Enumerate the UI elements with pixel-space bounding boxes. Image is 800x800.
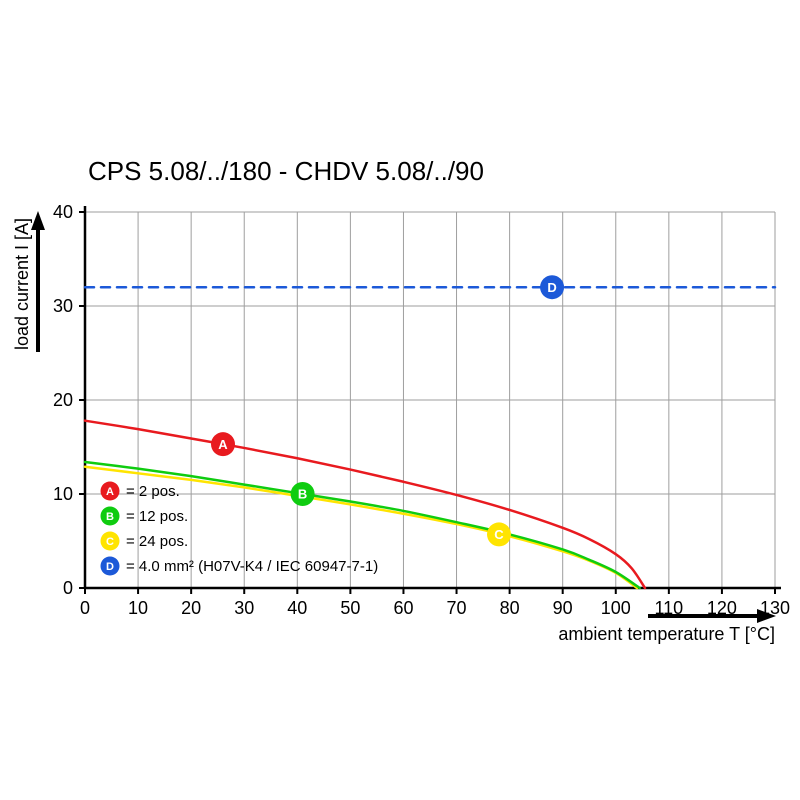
legend-swatch-letter-C: C [106,536,114,548]
x-tick-label: 70 [447,598,467,618]
x-tick-label: 120 [707,598,737,618]
x-tick-label: 90 [553,598,573,618]
chart-title: CPS 5.08/../180 - CHDV 5.08/../90 [88,156,484,186]
curve-marker-D [540,275,565,300]
x-tick-label: 30 [234,598,254,618]
y-tick-label: 40 [53,202,73,222]
legend-swatch-letter-B: B [106,511,114,523]
x-tick-label: 0 [80,598,90,618]
curve-A [83,419,647,590]
y-axis-arrowhead-icon [31,211,45,230]
legend-swatch-letter-D: D [106,561,114,573]
x-tick-label: 10 [128,598,148,618]
curve-marker-letter-B: B [298,487,307,502]
y-tick-label: 20 [53,390,73,410]
x-axis-arrowhead-icon [757,609,776,623]
curve-marker-C [487,522,511,547]
legend-label-D: = 4.0 mm² (H07V-K4 / IEC 60947-7-1) [126,558,378,575]
legend-swatch-B [100,506,120,526]
legend-label-C: = 24 pos. [126,533,188,550]
x-tick-label: 50 [340,598,360,618]
x-tick-label: 40 [287,598,307,618]
legend-label-B: = 12 pos. [126,508,188,525]
y-tick-label: 10 [53,484,73,504]
x-tick-label: 100 [601,598,631,618]
curve-marker-letter-D: D [547,280,556,295]
x-tick-label: 80 [500,598,520,618]
legend-swatch-A [100,481,120,501]
x-axis-label: ambient temperature T [°C] [558,624,775,644]
legend-label-A: = 2 pos. [126,483,180,500]
legend-swatch-letter-A: A [106,486,114,498]
x-tick-label: 60 [393,598,413,618]
curve-B [83,460,641,590]
curve-marker-A [211,432,235,457]
curve-marker-B [290,482,315,506]
curve-marker-letter-A: A [218,437,228,452]
x-tick-label: 20 [181,598,201,618]
y-tick-label: 0 [63,578,73,598]
legend-swatch-D [100,556,120,576]
y-tick-label: 30 [53,296,73,316]
legend-swatch-C [100,531,120,551]
curve-marker-letter-C: C [494,527,504,542]
x-tick-label: 110 [654,598,683,618]
